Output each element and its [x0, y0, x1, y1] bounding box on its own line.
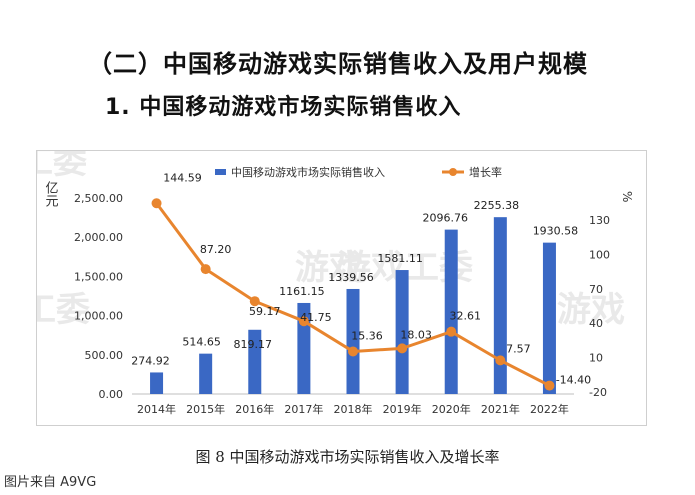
figure-caption: 图 8 中国移动游戏市场实际销售收入及增长率 [195, 448, 500, 466]
revenue-data-label: 1930.58 [533, 225, 579, 238]
revenue-data-label: 1581.11 [377, 252, 423, 265]
revenue-bar [493, 217, 507, 394]
left-axis-tick-label: 2,500.00 [74, 192, 123, 205]
growth-rate-point [348, 346, 358, 357]
x-axis-tick-label: 2015年 [186, 402, 225, 416]
legend-bar-label: 中国移动游戏市场实际销售收入 [231, 165, 385, 179]
revenue-bar [346, 288, 360, 394]
watermark-text: 游戏 [295, 248, 363, 288]
growth-rate-point [200, 264, 211, 275]
left-axis-tick-label: 500.00 [85, 349, 124, 362]
watermark-text: 工委 [37, 151, 87, 182]
revenue-bar [199, 353, 213, 394]
growth-data-label: 15.36 [351, 329, 383, 342]
x-axis-tick-label: 2019年 [383, 402, 422, 416]
section-heading: （二）中国移动游戏实际销售收入及用户规模 [88, 50, 588, 78]
legend-line-label: 增长率 [469, 165, 502, 179]
growth-rate-point [151, 198, 162, 209]
growth-rate-point [397, 343, 408, 354]
growth-data-label: 59.17 [249, 305, 281, 318]
chart-frame: 工委游戏游戏工委工委游戏0.00500.001,000.001,500.002,… [36, 150, 647, 426]
revenue-bar [542, 242, 556, 394]
growth-data-label: 87.20 [200, 243, 232, 256]
watermark-text: 工委 [37, 290, 90, 330]
revenue-bar [150, 372, 164, 394]
revenue-bar [248, 329, 262, 394]
legend-bar-swatch [215, 169, 226, 175]
x-axis-tick-label: 2016年 [235, 402, 274, 416]
growth-rate-point [249, 296, 260, 307]
growth-rate-point [298, 316, 309, 327]
watermark-text: 游戏 [557, 290, 625, 330]
revenue-data-label: 819.17 [234, 338, 273, 351]
right-axis-tick-label: 70 [589, 283, 603, 296]
subsection-heading: 1. 中国移动游戏市场实际销售收入 [105, 95, 462, 120]
left-axis-tick-label: 2,000.00 [74, 231, 123, 244]
revenue-data-label: 1161.15 [279, 285, 325, 298]
x-axis-tick-label: 2022年 [530, 402, 569, 416]
growth-rate-point [495, 355, 506, 366]
image-source: 图片来自 A9VG [4, 475, 97, 490]
revenue-data-label: 2096.76 [422, 212, 468, 225]
growth-rate-point [446, 326, 457, 337]
x-axis-tick-label: 2014年 [137, 402, 176, 416]
growth-data-label: 18.03 [400, 328, 432, 341]
revenue-bar [297, 302, 311, 394]
revenue-data-label: 274.92 [131, 354, 170, 367]
growth-data-label: 7.57 [506, 342, 531, 355]
growth-data-label: 32.61 [449, 310, 481, 323]
left-axis-tick-label: 1,000.00 [74, 310, 123, 323]
growth-data-label: -14.40 [556, 374, 591, 387]
x-axis-tick-label: 2018年 [334, 402, 373, 416]
x-axis-tick-label: 2021年 [481, 402, 520, 416]
revenue-bar [444, 229, 458, 394]
x-axis-tick-label: 2020年 [432, 402, 471, 416]
right-axis-tick-label: 40 [589, 317, 603, 330]
left-axis-tick-label: 1,500.00 [74, 270, 123, 283]
right-axis-tick-label: 130 [589, 214, 610, 227]
growth-data-label: 144.59 [163, 171, 202, 184]
left-axis-tick-label: 0.00 [99, 388, 124, 401]
right-axis-tick-label: -20 [589, 386, 607, 399]
right-axis-label: % [620, 191, 634, 202]
revenue-data-label: 2255.38 [474, 199, 520, 212]
x-axis-tick-label: 2017年 [284, 402, 323, 416]
legend-line-marker [449, 168, 457, 176]
right-axis-tick-label: 10 [589, 352, 603, 365]
revenue-data-label: 1339.56 [328, 271, 374, 284]
growth-data-label: 41.75 [300, 311, 332, 324]
revenue-data-label: 514.65 [182, 336, 221, 349]
revenue-growth-chart: 工委游戏游戏工委工委游戏0.00500.001,000.001,500.002,… [37, 151, 634, 416]
left-axis-label: 亿元 [43, 181, 59, 208]
right-axis-tick-label: 100 [589, 248, 610, 261]
revenue-bar [395, 270, 409, 394]
growth-rate-point [544, 380, 555, 391]
